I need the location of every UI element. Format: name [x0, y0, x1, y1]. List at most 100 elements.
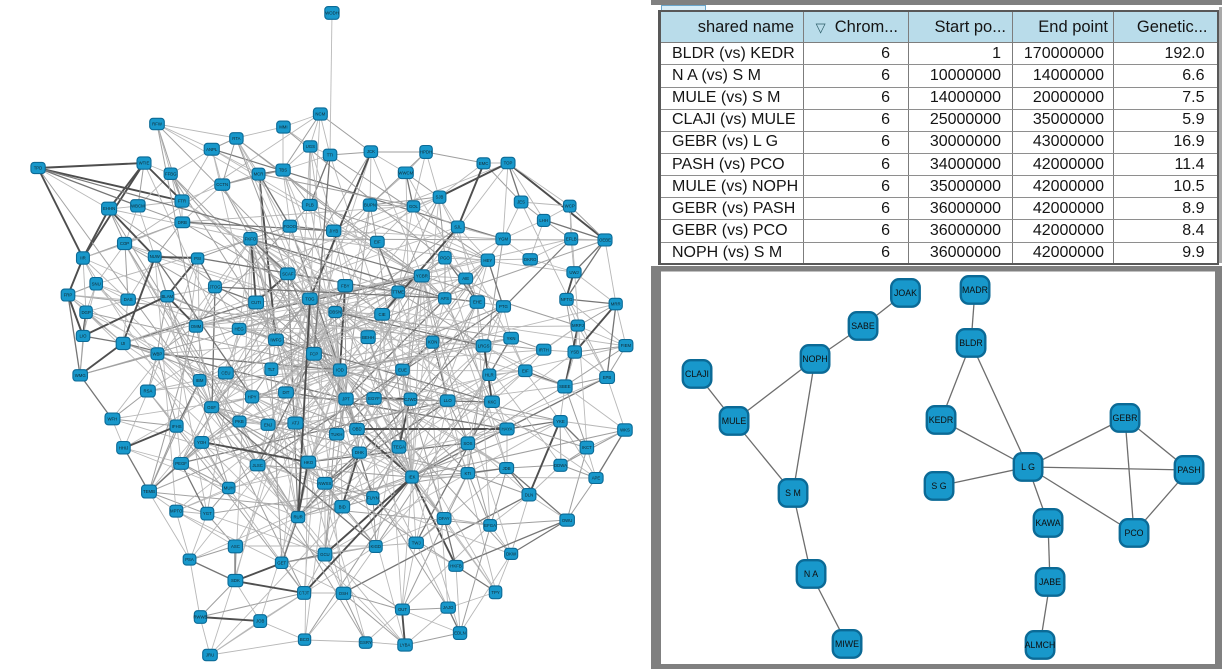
svg-text:JLSC: JLSC [252, 463, 263, 468]
svg-text:HEY: HEY [483, 258, 492, 263]
svg-text:PLB: PLB [306, 203, 314, 208]
svg-text:MIWE: MIWE [835, 639, 859, 649]
svg-text:ANPL: ANPL [206, 147, 218, 152]
svg-text:DKRO: DKRO [524, 257, 537, 262]
svg-text:N A: N A [804, 569, 818, 579]
svg-text:IFHS: IFHS [172, 424, 182, 429]
svg-text:RUR: RUR [293, 515, 302, 520]
svg-text:DAS: DAS [124, 297, 133, 302]
svg-text:OWU: OWU [562, 518, 573, 523]
svg-text:MCR: MCR [254, 172, 264, 177]
svg-text:BCO: BCO [300, 637, 310, 642]
svg-text:MRR: MRR [611, 302, 621, 307]
svg-text:GOL: GOL [409, 204, 419, 209]
svg-text:LIO: LIO [80, 334, 88, 339]
svg-text:RTA: RTA [232, 136, 240, 141]
svg-text:TEMB: TEMB [143, 489, 155, 494]
svg-text:IIR: IIR [80, 256, 86, 261]
svg-text:FGOO: FGOO [283, 224, 296, 229]
svg-text:EGYF: EGYF [368, 396, 380, 401]
svg-text:JOAK: JOAK [894, 288, 917, 298]
svg-text:EHHN: EHHN [103, 206, 115, 211]
svg-text:DRB: DRB [178, 220, 187, 225]
svg-text:HEG: HEG [234, 327, 244, 332]
svg-text:YKN: YKN [507, 336, 516, 341]
svg-text:CTJT: CTJT [299, 591, 310, 596]
svg-text:IBM: IBM [196, 378, 204, 383]
svg-text:OEBE: OEBE [599, 238, 611, 243]
svg-text:UGS: UGS [306, 144, 315, 149]
svg-text:FIEM: FIEM [621, 343, 632, 348]
svg-text:CUTI: CUTI [251, 300, 261, 305]
svg-text:JIYB: JIYB [329, 228, 338, 233]
svg-text:SABE: SABE [851, 321, 875, 331]
svg-text:OSH: OSH [339, 591, 348, 596]
svg-text:JCK: JCK [367, 149, 375, 154]
svg-text:KIGD: KIGD [371, 544, 382, 549]
svg-text:YGT: YGT [203, 511, 212, 516]
svg-text:MADR: MADR [962, 285, 988, 295]
svg-text:CJWD: CJWD [404, 397, 416, 402]
svg-text:PGO: PGO [440, 255, 450, 260]
svg-text:GEBR: GEBR [1113, 413, 1138, 423]
svg-text:NUW: NUW [150, 254, 161, 259]
svg-text:EHE: EHE [473, 300, 482, 305]
svg-text:PSA: PSA [185, 557, 194, 562]
svg-text:EFLB: EFLB [566, 237, 577, 242]
svg-text:JES: JES [517, 200, 525, 205]
svg-text:HLR: HLR [485, 372, 494, 377]
svg-text:GET: GET [277, 560, 286, 565]
svg-text:OBD: OBD [352, 427, 361, 432]
svg-text:DIT: DIT [282, 390, 289, 395]
svg-text:JTOG: JTOG [209, 285, 221, 290]
svg-text:CLAJI: CLAJI [685, 369, 709, 379]
svg-text:KKC: KKC [488, 399, 497, 404]
svg-text:WCP: WCP [565, 204, 575, 209]
svg-text:IKCT: IKCT [582, 445, 592, 450]
svg-text:FFBG: FFBG [165, 171, 177, 176]
svg-text:PASH: PASH [1177, 465, 1200, 475]
svg-text:CCTN: CCTN [216, 182, 228, 187]
svg-text:RSA: RSA [143, 389, 152, 394]
svg-text:BEHH: BEHH [362, 335, 374, 340]
svg-text:NCM: NCM [315, 112, 325, 117]
svg-text:EPB: EPB [603, 375, 612, 380]
svg-text:SJL: SJL [454, 225, 462, 230]
svg-text:DLN: DLN [525, 492, 534, 497]
svg-text:KTI: KTI [464, 471, 471, 476]
svg-text:HPY: HPY [248, 394, 257, 399]
svg-text:DDWA: DDWA [554, 463, 567, 468]
svg-text:YSB: YSB [570, 350, 579, 355]
svg-text:NFTG: NFTG [561, 297, 573, 302]
svg-text:GSRY: GSRY [360, 640, 372, 645]
svg-text:TTI: TTI [327, 153, 333, 158]
svg-text:FTR: FTR [178, 199, 186, 204]
svg-text:JAJO: JAJO [443, 605, 454, 610]
svg-text:PKB: PKB [235, 419, 244, 424]
svg-text:EUE: EUE [398, 367, 407, 372]
svg-text:TPY: TPY [491, 590, 499, 595]
svg-text:KEDR: KEDR [929, 415, 953, 425]
svg-text:TBS: TBS [279, 168, 287, 173]
svg-text:MULE: MULE [722, 416, 747, 426]
svg-text:FCP: FCP [310, 351, 319, 356]
svg-text:EIF: EIF [522, 368, 529, 373]
svg-text:JDB: JDB [502, 466, 510, 471]
svg-text:DBSN: DBSN [329, 310, 341, 315]
svg-text:CEU: CEU [221, 371, 230, 376]
svg-text:BLAM: BLAM [161, 294, 173, 299]
svg-text:PCO: PCO [1124, 528, 1143, 538]
svg-text:JABE: JABE [1039, 577, 1061, 587]
svg-text:DHK: DHK [355, 450, 364, 455]
svg-text:PEGF: PEGF [175, 461, 187, 466]
svg-text:HHIJ: HHIJ [119, 445, 129, 450]
svg-text:WODH: WODH [325, 11, 339, 16]
svg-text:TOG: TOG [305, 296, 315, 301]
svg-text:EDLN: EDLN [454, 631, 465, 636]
svg-text:DKW: DKW [506, 552, 517, 557]
svg-text:BID: BID [339, 504, 346, 509]
svg-text:SBEE: SBEE [559, 384, 571, 389]
svg-text:PSI: PSI [194, 256, 201, 261]
svg-text:COP: COP [120, 241, 129, 246]
svg-text:YKE: YKE [556, 419, 565, 424]
